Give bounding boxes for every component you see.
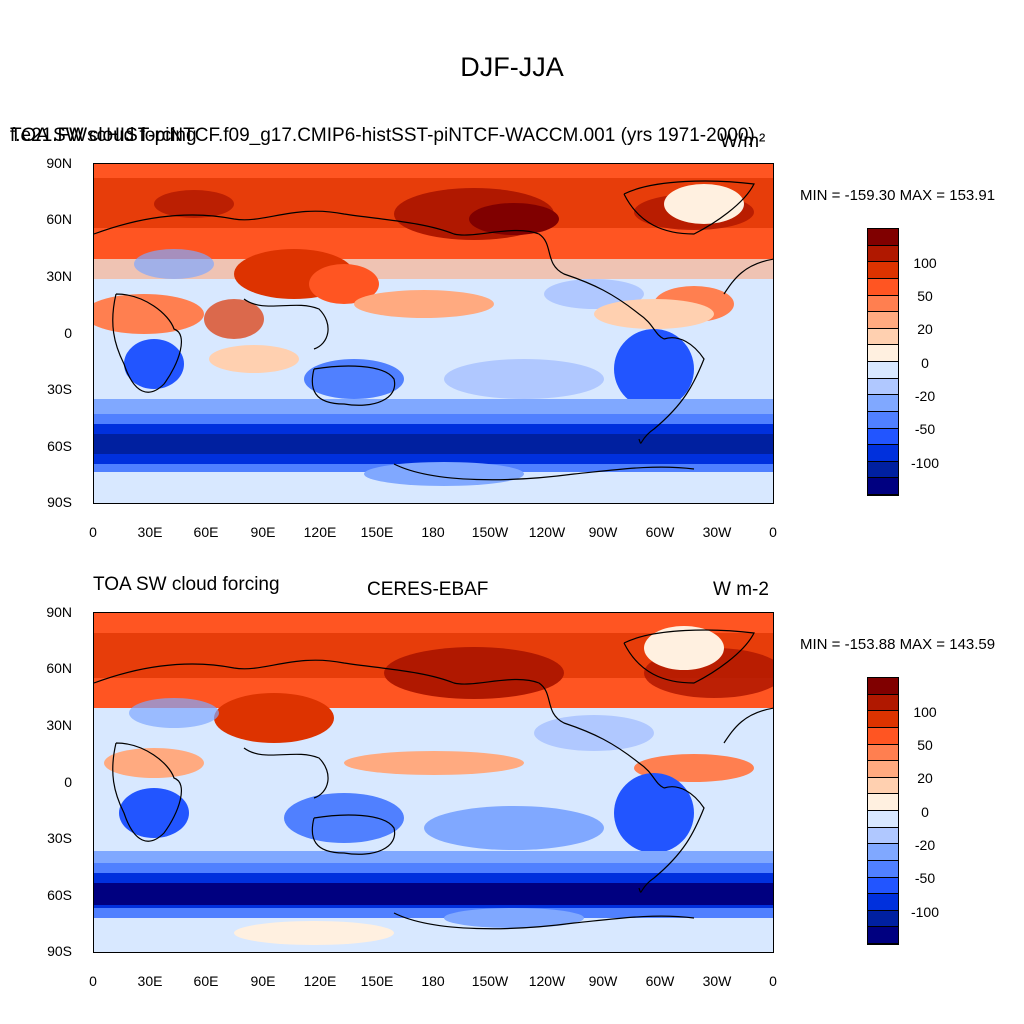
colorbar-label: -50 — [914, 421, 936, 437]
panel2-units: W m-2 — [713, 579, 769, 600]
lon-label: 180 — [421, 973, 445, 989]
colorbar-swatch — [868, 312, 898, 329]
lon-label: 30E — [137, 973, 163, 989]
lat-label: 0 — [64, 774, 72, 790]
panel2-title-center: CERES-EBAF — [367, 579, 489, 600]
colorbar-swatch — [868, 395, 898, 412]
lon-label: 90E — [250, 973, 276, 989]
colorbar-swatch — [868, 362, 898, 379]
lon-label: 0 — [89, 973, 97, 989]
colorbar-swatch — [868, 694, 898, 712]
lon-label: 30E — [137, 524, 163, 540]
colorbar-label: -100 — [910, 904, 940, 920]
lat-label: 0 — [64, 325, 72, 341]
colorbar-swatch — [868, 811, 898, 828]
colorbar-swatch — [868, 910, 898, 928]
lat-label: 90S — [47, 494, 72, 510]
main-title: DJF-JJA — [460, 52, 564, 82]
lat-label: 30S — [47, 381, 72, 397]
lon-label: 60W — [645, 973, 675, 989]
lon-label: 30W — [702, 524, 732, 540]
lon-label: 60E — [193, 973, 219, 989]
colorbar-swatch — [868, 794, 898, 811]
panel1-map — [93, 163, 774, 504]
lon-label: 150E — [360, 973, 394, 989]
colorbar-swatch — [868, 445, 898, 462]
lat-label: 60N — [46, 211, 72, 227]
colorbar-label: 20 — [917, 321, 933, 337]
colorbar-label: -20 — [914, 837, 936, 853]
lon-label: 0 — [769, 524, 777, 540]
colorbar-swatch — [868, 744, 898, 762]
panel2-minmax: MIN = -153.88 MAX = 143.59 — [800, 636, 996, 653]
panel1-minmax: MIN = -159.30 MAX = 153.91 — [800, 187, 996, 204]
lat-label: 30S — [47, 830, 72, 846]
colorbar-label: -50 — [914, 870, 936, 886]
colorbar-swatch — [868, 345, 898, 362]
lat-label: 30N — [46, 717, 72, 733]
colorbar-label: 100 — [913, 704, 937, 720]
colorbar-swatch — [868, 678, 898, 695]
lon-label: 90E — [250, 524, 276, 540]
panel1-title-left: TOA SW cloud forcing — [10, 125, 197, 146]
lon-label: 120W — [528, 973, 566, 989]
panel2-map — [93, 612, 774, 953]
lat-label: 30N — [46, 268, 72, 284]
colorbar-swatch — [868, 927, 898, 944]
lat-label: 60S — [47, 887, 72, 903]
lon-label: 90W — [588, 973, 618, 989]
colorbar-label: 100 — [913, 255, 937, 271]
lon-label: 0 — [769, 973, 777, 989]
panel1-colorbar — [867, 228, 899, 496]
lat-label: 90S — [47, 943, 72, 959]
colorbar-swatch — [868, 278, 898, 296]
lat-label: 90N — [46, 155, 72, 171]
colorbar-swatch — [868, 727, 898, 745]
lon-label: 0 — [89, 524, 97, 540]
colorbar-swatch — [868, 378, 898, 396]
colorbar-swatch — [868, 461, 898, 479]
colorbar-label: 0 — [921, 355, 929, 371]
colorbar-swatch — [868, 428, 898, 446]
panel2-title-left: TOA SW cloud forcing — [93, 574, 280, 595]
lon-label: 150W — [471, 524, 509, 540]
lon-label: 120E — [303, 524, 337, 540]
colorbar-label: 20 — [917, 770, 933, 786]
panel1-title-center: f.e21.FWscHIST-piNTCF.f09_g17.CMIP6-hist… — [10, 125, 755, 146]
colorbar-swatch — [868, 295, 898, 313]
panel2-colorbar — [867, 677, 899, 945]
colorbar-swatch — [868, 877, 898, 895]
lon-label: 150E — [360, 524, 394, 540]
colorbar-swatch — [868, 262, 898, 279]
panel1-units: W/m² — [720, 131, 766, 152]
lon-label: 150W — [471, 973, 509, 989]
colorbar-swatch — [868, 827, 898, 845]
lat-label: 60N — [46, 660, 72, 676]
lon-label: 30W — [702, 973, 732, 989]
colorbar-swatch — [868, 761, 898, 778]
lat-label: 90N — [46, 604, 72, 620]
colorbar-swatch — [868, 711, 898, 728]
colorbar-swatch — [868, 478, 898, 495]
colorbar-swatch — [868, 328, 898, 346]
lon-label: 60W — [645, 524, 675, 540]
colorbar-swatch — [868, 411, 898, 429]
colorbar-label: 50 — [917, 737, 933, 753]
colorbar-label: 50 — [917, 288, 933, 304]
lon-label: 60E — [193, 524, 219, 540]
colorbar-swatch — [868, 860, 898, 878]
colorbar-label: -20 — [914, 388, 936, 404]
lat-label: 60S — [47, 438, 72, 454]
lon-label: 90W — [588, 524, 618, 540]
lon-label: 120E — [303, 973, 337, 989]
lon-label: 180 — [421, 524, 445, 540]
colorbar-swatch — [868, 894, 898, 911]
colorbar-swatch — [868, 844, 898, 861]
colorbar-label: -100 — [910, 455, 940, 471]
lon-label: 120W — [528, 524, 566, 540]
colorbar-label: 0 — [921, 804, 929, 820]
colorbar-swatch — [868, 229, 898, 246]
colorbar-swatch — [868, 245, 898, 263]
colorbar-swatch — [868, 777, 898, 795]
